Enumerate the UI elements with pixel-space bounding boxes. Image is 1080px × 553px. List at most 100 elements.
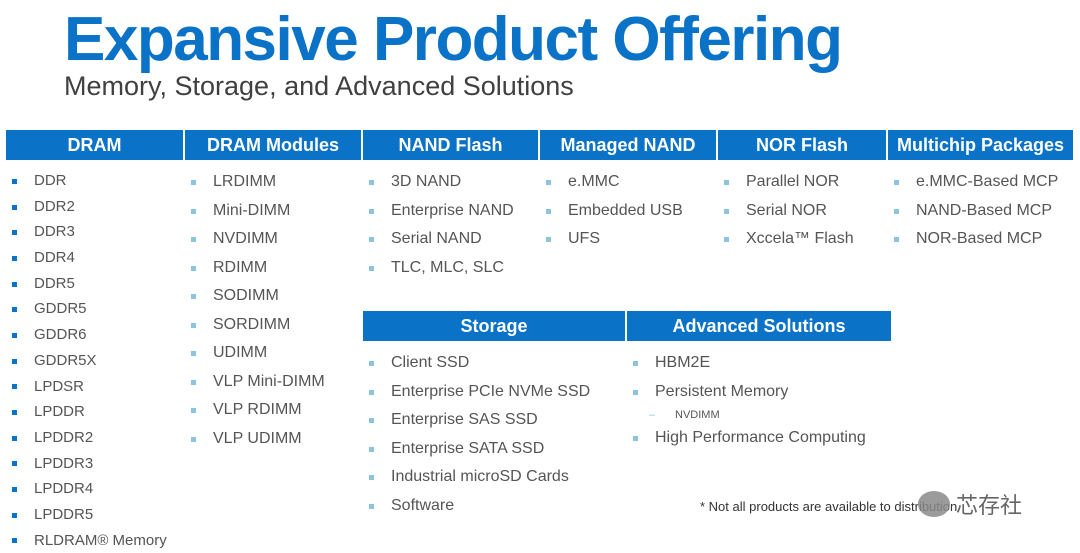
- list-item: LPDDR2: [6, 425, 167, 451]
- list-item: UDIMM: [185, 339, 325, 368]
- list-item: e.MMC-Based MCP: [888, 168, 1058, 197]
- bullet-icon: [633, 361, 638, 367]
- item-label: NVDIMM: [213, 230, 278, 247]
- bullet-icon: [12, 538, 17, 544]
- sub-list-item: – NVDIMM: [627, 406, 866, 424]
- item-label: VLP RDIMM: [213, 401, 302, 418]
- item-label: NOR-Based MCP: [916, 230, 1043, 247]
- item-label: Xccela™ Flash: [746, 230, 854, 247]
- bullet-icon: [12, 410, 17, 416]
- page-subtitle: Memory, Storage, and Advanced Solutions: [64, 71, 574, 101]
- bullet-icon: [12, 487, 17, 493]
- item-label: VLP UDIMM: [213, 429, 302, 447]
- header-nor-flash: NOR Flash: [718, 130, 886, 160]
- list-item: NVDIMM: [185, 225, 325, 254]
- item-label: TLC, MLC, SLC: [391, 258, 504, 276]
- bullet-icon: [191, 408, 196, 414]
- bullet-icon: [12, 178, 17, 184]
- item-label: GDDR5X: [34, 351, 97, 369]
- bullet-icon: [724, 237, 729, 243]
- list-item: HBM2E: [627, 349, 866, 378]
- bullet-icon: [369, 265, 374, 271]
- list-item: Serial NAND: [363, 225, 514, 254]
- item-label: Client SSD: [391, 354, 470, 371]
- list-item: LPDSR: [6, 374, 167, 400]
- list-item: Enterprise SAS SSD: [363, 406, 590, 435]
- bullet-icon: [369, 446, 374, 452]
- item-label: Enterprise PCIe NVMe SSD: [391, 382, 591, 400]
- list-item: UFS: [540, 225, 683, 254]
- list-item: DDR2: [6, 194, 167, 220]
- item-label: High Performance Computing: [655, 429, 866, 446]
- bullet-icon: [369, 208, 374, 214]
- multichip-list: e.MMC-Based MCP NAND-Based MCP NOR-Based…: [888, 168, 1058, 254]
- bullet-icon: [191, 265, 196, 271]
- list-item: GDDR5X: [6, 348, 167, 374]
- item-label: SORDIMM: [213, 315, 291, 333]
- list-item: SODIMM: [185, 282, 325, 311]
- item-label: GDDR6: [34, 326, 87, 344]
- bullet-icon: [724, 180, 729, 186]
- header-dram: DRAM: [6, 130, 183, 160]
- bullet-icon: [12, 461, 17, 467]
- bullet-icon: [894, 237, 899, 243]
- bullet-icon: [894, 208, 899, 214]
- header-nand-flash: NAND Flash: [363, 130, 538, 160]
- bullet-icon: [191, 180, 196, 186]
- bullet-icon: [12, 230, 17, 236]
- advanced-solutions-list: HBM2E Persistent Memory – NVDIMM High Per…: [627, 349, 866, 453]
- list-item: Parallel NOR: [718, 168, 854, 197]
- header-dram-modules: DRAM Modules: [185, 130, 361, 160]
- dram-list: DDR DDR2 DDR3 DDR4 DDR5 GDDR5 GDDR6 GDDR…: [6, 168, 167, 553]
- nor-flash-list: Parallel NOR Serial NOR Xccela™ Flash: [718, 168, 854, 254]
- list-item: 3D NAND: [363, 168, 514, 197]
- nand-flash-list: 3D NAND Enterprise NAND Serial NAND TLC,…: [363, 168, 514, 282]
- list-item: Software: [363, 492, 590, 521]
- item-label: DDR2: [34, 197, 75, 215]
- bullet-icon: [191, 237, 196, 243]
- list-item: Mini-DIMM: [185, 197, 325, 226]
- bullet-icon: [894, 180, 899, 186]
- list-item: SORDIMM: [185, 311, 325, 340]
- header-managed-nand: Managed NAND: [540, 130, 716, 160]
- list-item: LPDDR3: [6, 451, 167, 477]
- watermark-text: 芯存社: [956, 494, 1023, 519]
- item-label: Persistent Memory: [655, 382, 789, 400]
- item-label: UFS: [568, 230, 600, 247]
- list-item: Embedded USB: [540, 197, 683, 226]
- bullet-icon: [12, 332, 17, 338]
- dash-icon: –: [649, 409, 656, 421]
- item-label: Embedded USB: [568, 201, 683, 219]
- list-item: Persistent Memory: [627, 378, 866, 407]
- item-label: DDR: [34, 172, 67, 189]
- item-label: Enterprise SAS SSD: [391, 411, 538, 428]
- list-item: TLC, MLC, SLC: [363, 254, 514, 283]
- list-item: VLP UDIMM: [185, 425, 325, 454]
- item-label: Parallel NOR: [746, 173, 840, 190]
- list-item: NAND-Based MCP: [888, 197, 1058, 226]
- item-label: LPDSR: [34, 377, 85, 395]
- bullet-icon: [724, 208, 729, 214]
- bullet-icon: [191, 436, 196, 442]
- bullet-icon: [12, 358, 17, 364]
- bullet-icon: [12, 512, 17, 518]
- item-label: RDIMM: [213, 258, 268, 276]
- item-label: Serial NOR: [746, 201, 827, 219]
- managed-nand-list: e.MMC Embedded USB UFS: [540, 168, 683, 254]
- list-item: Xccela™ Flash: [718, 225, 854, 254]
- list-item: e.MMC: [540, 168, 683, 197]
- bullet-icon: [12, 255, 17, 261]
- item-label: DDR3: [34, 223, 75, 241]
- item-label: Mini-DIMM: [213, 201, 291, 219]
- list-item: VLP Mini-DIMM: [185, 368, 325, 397]
- bullet-icon: [191, 208, 196, 214]
- list-item: DDR5: [6, 271, 167, 297]
- list-item: GDDR6: [6, 322, 167, 348]
- bullet-icon: [633, 436, 638, 442]
- item-label: Serial NAND: [391, 230, 482, 247]
- bullet-icon: [191, 379, 196, 385]
- bullet-icon: [12, 281, 17, 287]
- watermark: 芯存社: [918, 488, 1022, 520]
- bullet-icon: [546, 208, 551, 214]
- item-label: UDIMM: [213, 344, 268, 361]
